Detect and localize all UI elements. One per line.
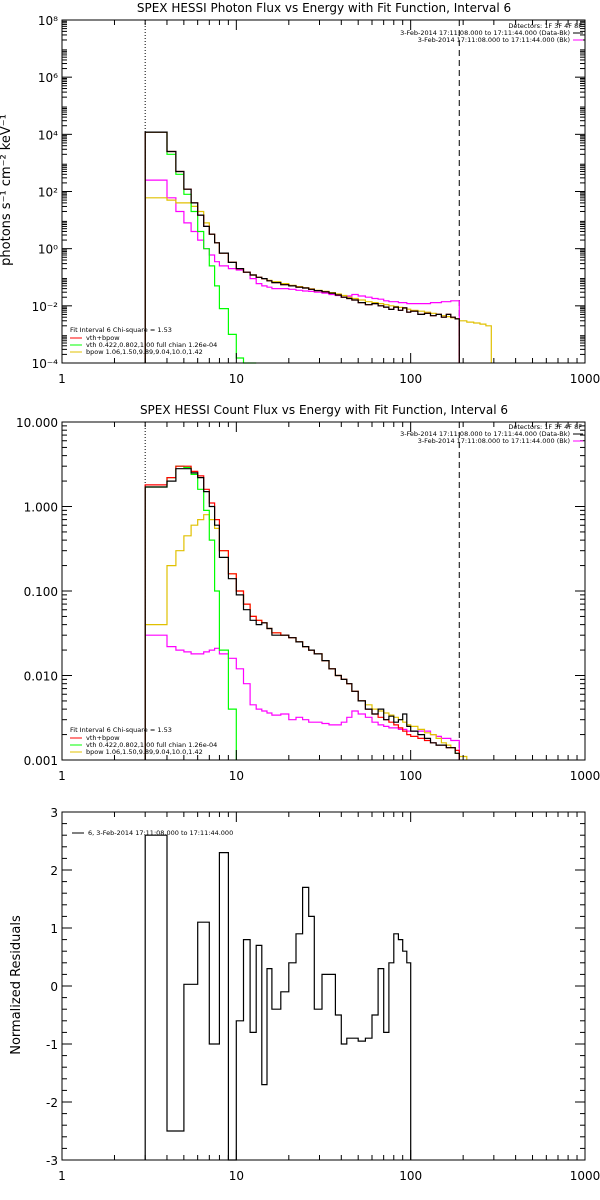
photon-flux-title: SPEX HESSI Photon Flux vs Energy with Fi…: [137, 1, 511, 15]
y-tick-label: 10⁰: [38, 243, 58, 257]
x-tick-label-1: 1: [58, 769, 66, 783]
legend-vth: vth 0.422,0.802,1.00 full chian 1.26e-04: [86, 741, 217, 749]
bpow-series-line: [144, 514, 468, 760]
y-tick-label: 10⁻²: [32, 300, 59, 314]
legend-vth: vth 0.422,0.802,1.00 full chian 1.26e-04: [86, 341, 217, 349]
y-tick-label: 10.000: [16, 416, 58, 430]
x-tick-label-10: 10: [229, 1169, 244, 1183]
legend-total: vth+bpow: [86, 334, 120, 342]
x-tick-label-100: 100: [399, 372, 422, 386]
background-series-line: [144, 179, 460, 363]
y-tick-label: -2: [46, 1096, 58, 1110]
residuals-panel: Normalized Residuals 1 10 100 1000 -3 -2…: [9, 806, 600, 1183]
photon-flux-plot-frame: [61, 19, 586, 364]
count-flux-legend-bottom-left: Fit Interval 6 Chi-square = 1.53 vth+bpo…: [70, 726, 217, 756]
x-tick-label-1: 1: [58, 1169, 66, 1183]
count-flux-legend-top-right: Detectors: 1F 3F 4F 8F 3-Feb-2014 17:11:…: [400, 423, 583, 445]
photon-flux-y-ticks: 10⁻⁴ 10⁻² 10⁰ 10² 10⁴ 10⁶ 10⁸: [32, 14, 585, 371]
legend-fit-interval: Fit Interval 6 Chi-square = 1.53: [70, 726, 172, 734]
vth-series-line: [144, 131, 257, 364]
legend-bpow: bpow 1.06,1.50,9.89,9.04,10.0,1.42: [86, 748, 203, 756]
x-tick-label-10: 10: [229, 769, 244, 783]
data-series-line: [144, 468, 460, 760]
vth-series-line: [144, 465, 237, 760]
photon-flux-panel: SPEX HESSI Photon Flux vs Energy with Fi…: [0, 1, 600, 386]
count-flux-title: SPEX HESSI Count Flux vs Energy with Fit…: [140, 403, 508, 417]
residuals-x-ticks: 1 10 100 1000: [58, 812, 600, 1183]
residuals-ylabel: Normalized Residuals: [9, 915, 24, 1055]
legend-bpow: bpow 1.06,1.50,9.89,9.04,10.0,1.42: [86, 348, 203, 356]
residuals-series: [144, 834, 412, 1161]
photon-flux-legend-bottom-left: Fit Interval 6 Chi-square = 1.53 vth+bpo…: [70, 326, 217, 356]
y-tick-label: 0.001: [24, 754, 58, 768]
residual-series-line: [144, 834, 412, 1161]
count-flux-panel: SPEX HESSI Count Flux vs Energy with Fit…: [16, 403, 600, 783]
count-flux-y-ticks: 0.001 0.010 0.100 1.000 10.000: [16, 416, 585, 768]
y-tick-label: 0.100: [24, 585, 58, 599]
legend-total: vth+bpow: [86, 734, 120, 742]
total-series-line: [144, 131, 460, 363]
x-tick-label-1000: 1000: [570, 1169, 600, 1183]
legend-fit-interval: Fit Interval 6 Chi-square = 1.53: [70, 326, 172, 334]
y-tick-label: 10²: [38, 186, 58, 200]
photon-flux-x-ticks: 1 10 100 1000: [58, 20, 600, 386]
y-tick-label: 10⁴: [38, 128, 58, 142]
legend-data-minus-bk: 3-Feb-2014 17:11:08.000 to 17:11:44.000 …: [400, 430, 570, 438]
x-tick-label-10: 10: [229, 372, 244, 386]
y-tick-label: 1.000: [24, 501, 58, 515]
y-tick-label: -1: [46, 1038, 58, 1052]
legend-detectors: Detectors: 1F 3F 4F 8F: [508, 22, 582, 30]
y-tick-label: 10⁻⁴: [32, 357, 59, 371]
legend-detectors: Detectors: 1F 3F 4F 8F: [508, 423, 582, 431]
y-tick-label: 1: [50, 922, 58, 936]
photon-flux-series: [144, 20, 492, 364]
residuals-y-ticks: -3 -2 -1 0 1 2 3: [46, 806, 585, 1168]
legend-bk: 3-Feb-2014 17:11:08.000 to 17:11:44.000 …: [418, 437, 570, 445]
y-tick-label: -3: [46, 1154, 58, 1168]
legend-residual: 6, 3-Feb-2014 17:11:08.000 to 17:11:44.0…: [88, 829, 233, 837]
x-tick-label-100: 100: [399, 1169, 422, 1183]
y-tick-label: 2: [50, 864, 58, 878]
x-tick-label-100: 100: [399, 769, 422, 783]
x-tick-label-1: 1: [58, 372, 66, 386]
data-series-line: [144, 131, 460, 363]
photon-flux-ylabel: photons s⁻¹ cm⁻² keV⁻¹: [0, 114, 14, 266]
count-flux-series: [144, 422, 468, 760]
count-flux-plot-frame: [61, 421, 586, 761]
count-flux-x-ticks: 1 10 100 1000: [58, 422, 600, 783]
x-tick-label-1000: 1000: [570, 372, 600, 386]
y-tick-label: 0.010: [24, 670, 58, 684]
y-tick-label: 3: [50, 806, 58, 820]
y-tick-label: 10⁶: [38, 71, 58, 85]
legend-data-minus-bk: 3-Feb-2014 17:11:08.000 to 17:11:44.000 …: [400, 29, 570, 37]
x-tick-label-1000: 1000: [570, 769, 600, 783]
y-tick-label: 0: [50, 980, 58, 994]
residuals-legend: 6, 3-Feb-2014 17:11:08.000 to 17:11:44.0…: [72, 829, 233, 837]
legend-bk: 3-Feb-2014 17:11:08.000 to 17:11:44.000 …: [418, 36, 570, 44]
y-tick-label: 10⁸: [38, 14, 58, 28]
photon-flux-legend-top-right: Detectors: 1F 3F 4F 8F 3-Feb-2014 17:11:…: [400, 22, 583, 44]
total-series-line: [144, 465, 460, 760]
residuals-plot-frame: [61, 811, 586, 1161]
